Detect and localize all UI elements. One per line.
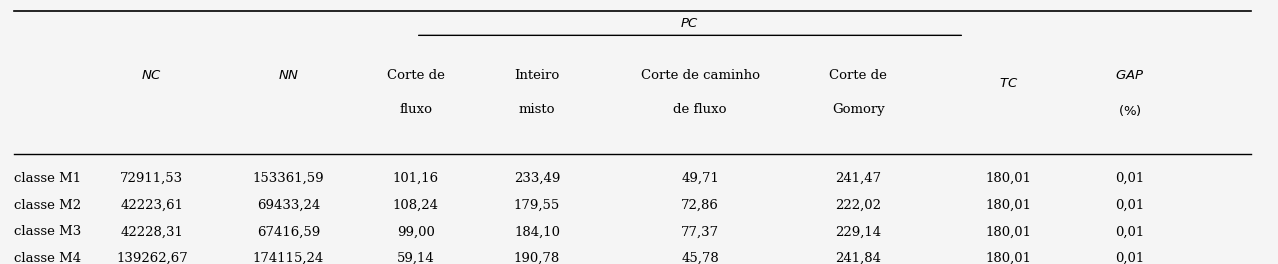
Text: $\it{NN}$: $\it{NN}$ bbox=[277, 69, 299, 82]
Text: classe M4: classe M4 bbox=[14, 252, 82, 264]
Text: 42223,61: 42223,61 bbox=[120, 199, 183, 212]
Text: 45,78: 45,78 bbox=[681, 252, 720, 264]
Text: 180,01: 180,01 bbox=[985, 225, 1031, 238]
Text: 153361,59: 153361,59 bbox=[253, 172, 325, 185]
Text: 180,01: 180,01 bbox=[985, 252, 1031, 264]
Text: classe M2: classe M2 bbox=[14, 199, 82, 212]
Text: 241,84: 241,84 bbox=[836, 252, 882, 264]
Text: 241,47: 241,47 bbox=[836, 172, 882, 185]
Text: 0,01: 0,01 bbox=[1116, 225, 1145, 238]
Text: Corte de: Corte de bbox=[829, 69, 887, 82]
Text: 0,01: 0,01 bbox=[1116, 199, 1145, 212]
Text: Inteiro: Inteiro bbox=[514, 69, 560, 82]
Text: 77,37: 77,37 bbox=[681, 225, 720, 238]
Text: 59,14: 59,14 bbox=[397, 252, 435, 264]
Text: de fluxo: de fluxo bbox=[674, 103, 727, 116]
Text: 180,01: 180,01 bbox=[985, 172, 1031, 185]
Text: 222,02: 222,02 bbox=[836, 199, 882, 212]
Text: 72911,53: 72911,53 bbox=[120, 172, 184, 185]
Text: 190,78: 190,78 bbox=[514, 252, 560, 264]
Text: 233,49: 233,49 bbox=[514, 172, 560, 185]
Text: $\it{PC}$: $\it{PC}$ bbox=[680, 17, 699, 30]
Text: Corte de: Corte de bbox=[387, 69, 445, 82]
Text: 180,01: 180,01 bbox=[985, 199, 1031, 212]
Text: classe M1: classe M1 bbox=[14, 172, 82, 185]
Text: $\it{GAP}$: $\it{GAP}$ bbox=[1116, 69, 1145, 82]
Text: $\it{(\%)}$: $\it{(\%)}$ bbox=[1118, 103, 1141, 118]
Text: $\it{NC}$: $\it{NC}$ bbox=[142, 69, 162, 82]
Text: $\it{TC}$: $\it{TC}$ bbox=[999, 77, 1019, 89]
Text: 0,01: 0,01 bbox=[1116, 172, 1145, 185]
Text: Corte de caminho: Corte de caminho bbox=[640, 69, 759, 82]
Text: 174115,24: 174115,24 bbox=[253, 252, 323, 264]
Text: 42228,31: 42228,31 bbox=[120, 225, 183, 238]
Text: 101,16: 101,16 bbox=[392, 172, 438, 185]
Text: 99,00: 99,00 bbox=[397, 225, 435, 238]
Text: misto: misto bbox=[519, 103, 555, 116]
Text: 139262,67: 139262,67 bbox=[116, 252, 188, 264]
Text: 49,71: 49,71 bbox=[681, 172, 720, 185]
Text: 69433,24: 69433,24 bbox=[257, 199, 320, 212]
Text: 67416,59: 67416,59 bbox=[257, 225, 320, 238]
Text: classe M3: classe M3 bbox=[14, 225, 82, 238]
Text: 0,01: 0,01 bbox=[1116, 252, 1145, 264]
Text: 179,55: 179,55 bbox=[514, 199, 560, 212]
Text: fluxo: fluxo bbox=[399, 103, 432, 116]
Text: 108,24: 108,24 bbox=[392, 199, 438, 212]
Text: 184,10: 184,10 bbox=[514, 225, 560, 238]
Text: 229,14: 229,14 bbox=[836, 225, 882, 238]
Text: Gomory: Gomory bbox=[832, 103, 884, 116]
Text: 72,86: 72,86 bbox=[681, 199, 720, 212]
